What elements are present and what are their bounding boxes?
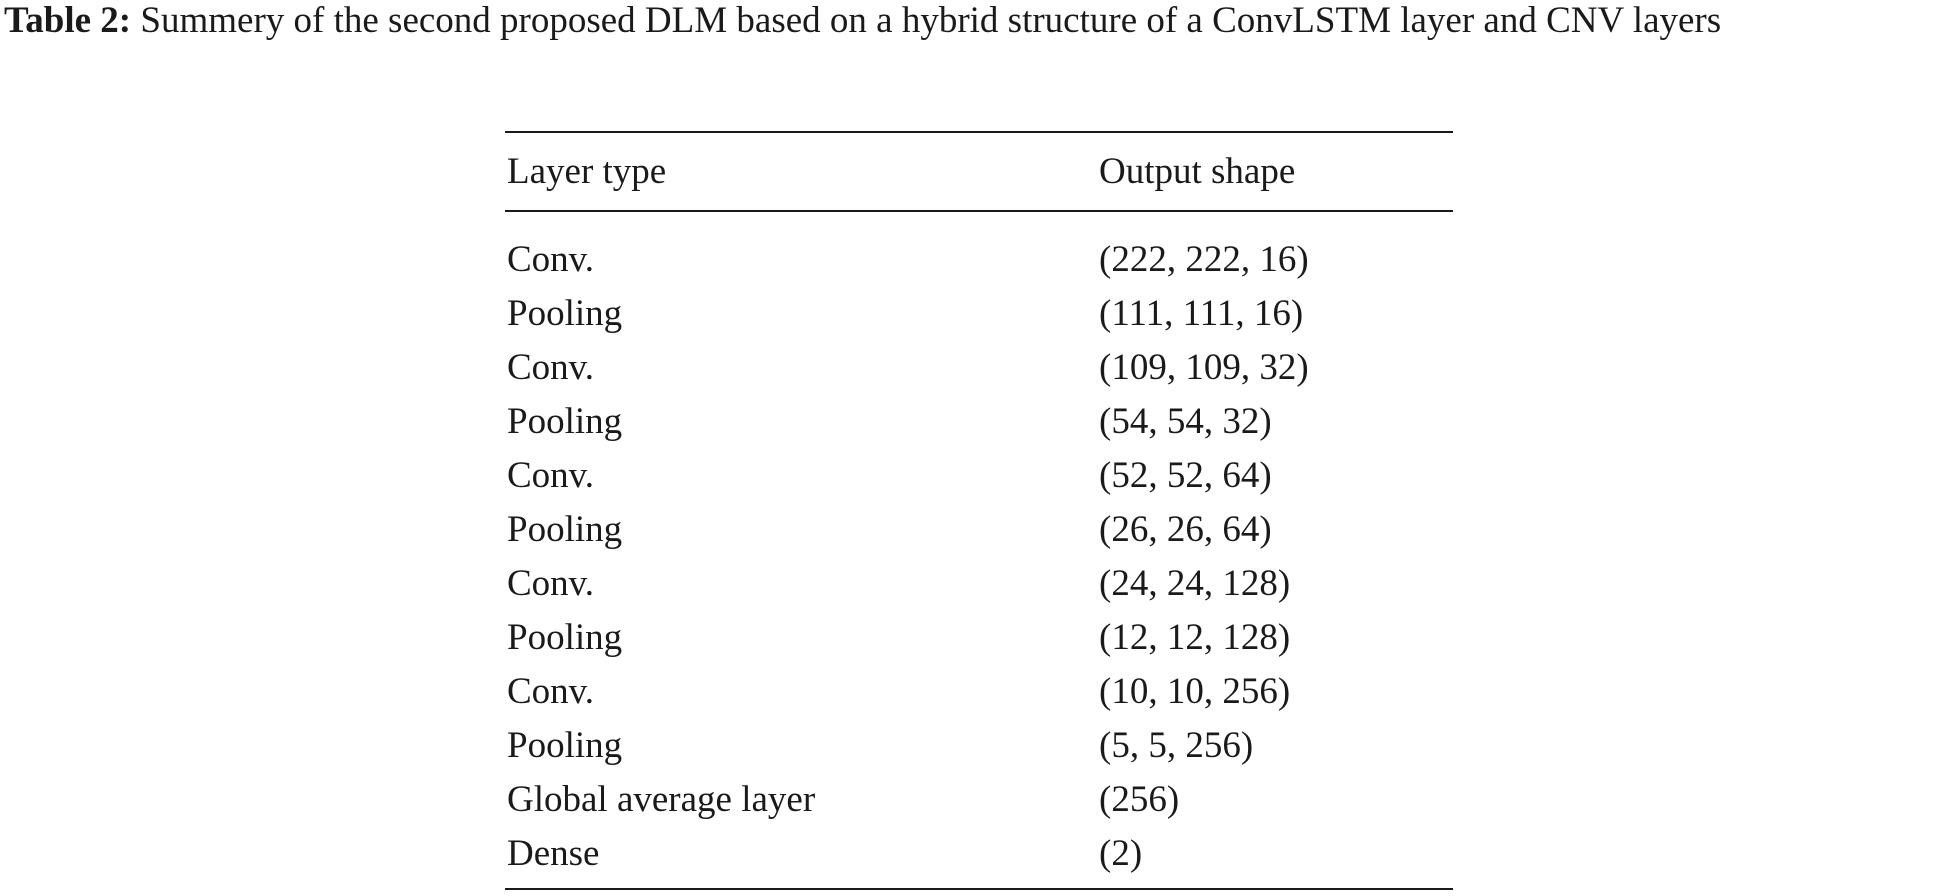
- caption-text: Summery of the second proposed DLM based…: [140, 0, 1722, 41]
- table-row: Conv. (10, 10, 256): [505, 664, 1453, 718]
- table-row: Conv. (109, 109, 32): [505, 340, 1453, 394]
- table-row: Pooling (26, 26, 64): [505, 502, 1453, 556]
- cell-output-shape: (222, 222, 16): [1099, 238, 1309, 280]
- table-body: Conv. (222, 222, 16) Pooling (111, 111, 16)…: [505, 211, 1453, 888]
- cell-output-shape: (26, 26, 64): [1099, 508, 1272, 550]
- top-rule: [505, 131, 1453, 133]
- table-header-row: Layer type Output shape: [505, 133, 1453, 212]
- table-row: Pooling (54, 54, 32): [505, 394, 1453, 448]
- table-caption: Table 2: Summery of the second proposed …: [4, 0, 1949, 42]
- cell-output-shape: (2): [1099, 832, 1143, 874]
- cell-layer-type: Pooling: [507, 292, 623, 334]
- cell-output-shape: (111, 111, 16): [1099, 292, 1304, 334]
- table-row: Conv. (52, 52, 64): [505, 448, 1453, 502]
- cell-output-shape: (54, 54, 32): [1099, 400, 1272, 442]
- cell-output-shape: (5, 5, 256): [1099, 724, 1254, 766]
- cell-layer-type: Dense: [507, 832, 600, 874]
- table-row: Conv. (24, 24, 128): [505, 556, 1453, 610]
- cell-output-shape: (24, 24, 128): [1099, 562, 1291, 604]
- cell-layer-type: Global average layer: [507, 778, 816, 820]
- layer-table-container: Layer type Output shape Conv. (222, 222, …: [505, 131, 1453, 890]
- bottom-rule: [505, 888, 1453, 890]
- table-row: Pooling (111, 111, 16): [505, 286, 1453, 340]
- cell-output-shape: (10, 10, 256): [1099, 670, 1291, 712]
- header-output-shape: Output shape: [1097, 133, 1453, 212]
- table-row: Conv. (222, 222, 16): [505, 211, 1453, 286]
- table-row: Global average layer (256): [505, 772, 1453, 826]
- cell-output-shape: (52, 52, 64): [1099, 454, 1272, 496]
- cell-output-shape: (12, 12, 128): [1099, 616, 1291, 658]
- header-layer-type: Layer type: [505, 133, 1097, 212]
- table-row: Dense (2): [505, 826, 1453, 888]
- cell-layer-type: Pooling: [507, 616, 623, 658]
- cell-layer-type: Pooling: [507, 724, 623, 766]
- cell-layer-type: Pooling: [507, 400, 623, 442]
- cell-layer-type: Conv.: [507, 562, 595, 604]
- caption-label: Table 2:: [4, 0, 132, 41]
- cell-layer-type: Conv.: [507, 238, 595, 280]
- cell-output-shape: (109, 109, 32): [1099, 346, 1309, 388]
- table-row: Pooling (5, 5, 256): [505, 718, 1453, 772]
- cell-layer-type: Pooling: [507, 508, 623, 550]
- cell-layer-type: Conv.: [507, 454, 595, 496]
- cell-output-shape: (256): [1099, 778, 1180, 820]
- cell-layer-type: Conv.: [507, 346, 595, 388]
- cell-layer-type: Conv.: [507, 670, 595, 712]
- table-row: Pooling (12, 12, 128): [505, 610, 1453, 664]
- layer-table: Layer type Output shape Conv. (222, 222, …: [505, 133, 1453, 888]
